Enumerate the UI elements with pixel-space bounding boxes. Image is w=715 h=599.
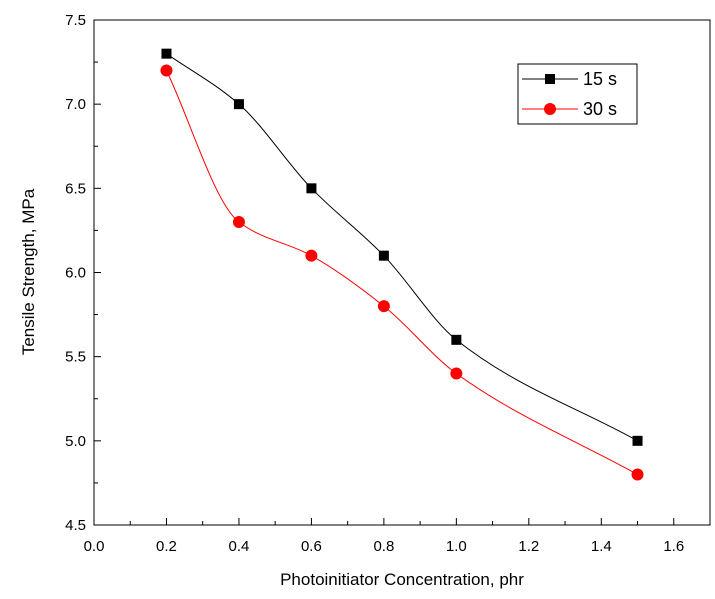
legend-label-30s: 30 s xyxy=(583,99,617,119)
data-point-30s xyxy=(305,249,318,262)
data-point-15s xyxy=(161,48,172,59)
data-point-15s xyxy=(306,183,317,194)
y-axis-title: Tensile Strength, MPa xyxy=(19,188,38,355)
x-tick-label: 1.6 xyxy=(663,538,684,555)
x-tick-label: 0.0 xyxy=(84,538,105,555)
data-point-15s xyxy=(451,334,462,345)
y-tick-label: 5.5 xyxy=(65,349,86,366)
data-point-30s xyxy=(377,300,390,313)
series-layer xyxy=(160,48,644,481)
x-axis-ticks: 0.0 0.2 0.4 0.6 0.8 1.0 1.2 1.4 1.6 xyxy=(84,518,711,555)
legend-box xyxy=(517,63,638,125)
y-tick-label: 7.5 xyxy=(65,12,86,29)
y-tick-label: 7.0 xyxy=(65,96,86,113)
x-tick-label: 0.2 xyxy=(156,538,177,555)
x-axis-title: Photoinitiator Concentration, phr xyxy=(280,570,524,589)
y-tick-label: 6.5 xyxy=(65,180,86,197)
legend: 15 s 30 s xyxy=(517,63,638,125)
legend-label-15s: 15 s xyxy=(583,69,617,89)
x-tick-label: 0.6 xyxy=(301,538,322,555)
data-point-30s xyxy=(232,216,245,228)
data-point-15s xyxy=(632,435,643,446)
legend-marker-30s xyxy=(544,103,556,115)
data-point-15s xyxy=(378,250,389,261)
x-tick-label: 0.4 xyxy=(229,538,250,555)
legend-marker-15s xyxy=(545,74,555,84)
y-tick-label: 5.0 xyxy=(65,433,86,450)
data-point-30s xyxy=(160,64,173,77)
data-point-15s xyxy=(233,99,244,110)
data-point-30s xyxy=(450,367,463,380)
y-tick-label: 6.0 xyxy=(65,265,86,282)
x-tick-label: 1.0 xyxy=(446,538,467,555)
x-tick-label: 1.4 xyxy=(591,538,612,555)
y-axis-ticks: 4.5 5.0 5.5 6.0 6.5 7.0 7.5 xyxy=(65,12,101,534)
x-tick-label: 1.2 xyxy=(518,538,539,555)
y-tick-label: 4.5 xyxy=(65,517,86,534)
data-point-30s xyxy=(631,468,644,481)
series-line-30s xyxy=(166,70,638,475)
x-tick-label: 0.8 xyxy=(373,538,394,555)
